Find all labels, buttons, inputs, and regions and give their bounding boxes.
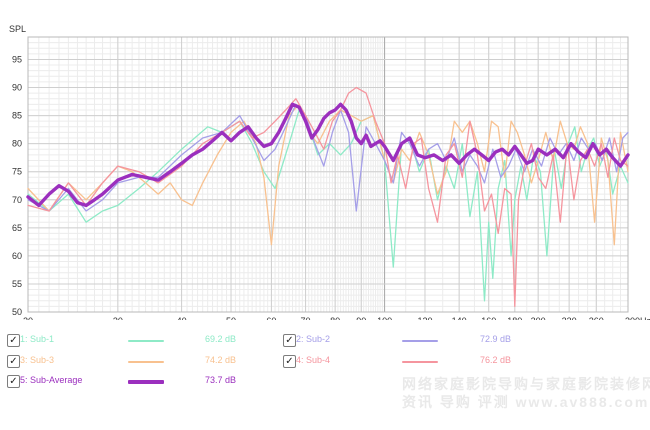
x-tick-label: 90 (356, 316, 366, 320)
legend-name-sub4: 4: Sub-4 (296, 355, 331, 365)
spl-frequency-chart: 50 55 60 65 70 75 80 85 90 95 20 30 40 50 60 70 80 90 100… (9, 24, 650, 320)
legend-name-sub1: 1: Sub-1 (20, 334, 55, 344)
x-tick-label: 140 (452, 316, 467, 320)
x-tick-label: 200 (531, 316, 546, 320)
watermark-line-1: 网络家庭影院导购与家庭影院装修网 (402, 376, 650, 392)
series-line-sub2 (27, 103, 629, 212)
legend-name-sub2: 2: Sub-2 (296, 334, 331, 344)
y-tick-label: 75 (12, 167, 22, 177)
y-tick-label: 95 (12, 54, 22, 64)
legend-checkbox-sub1[interactable]: ✓ (7, 334, 20, 347)
x-tick-label: 260 (589, 316, 604, 320)
y-tick-label: 50 (12, 307, 22, 317)
y-tick-label: 85 (12, 111, 22, 121)
legend-item-sub4: ✓ 4: Sub-4 76.2 dB (0, 354, 650, 370)
legend-swatch-sub2 (402, 340, 438, 342)
legend-level-sub3: 74.2 dB (205, 355, 237, 365)
x-tick-label: 230 (562, 316, 577, 320)
series-layer (26, 86, 630, 308)
y-axis-label: SPL (9, 24, 26, 34)
plot-frame (27, 36, 629, 313)
watermark-line-2: 资讯 导购 评测 www.av888.com (402, 394, 650, 410)
x-tick-label: 120 (417, 316, 432, 320)
x-tick-label: 50 (226, 316, 236, 320)
legend-item-avg: ✓ 5: Sub-Average 73.7 dB (0, 374, 650, 390)
legend-checkbox-avg[interactable]: ✓ (7, 375, 20, 388)
y-tick-label: 55 (12, 279, 22, 289)
legend-level-avg: 73.7 dB (205, 375, 237, 385)
x-tick-label: 160 (481, 316, 496, 320)
legend-name-avg: 5: Sub-Average (20, 375, 83, 385)
y-tick-labels: 50 55 60 65 70 75 80 85 90 95 (12, 54, 22, 317)
legend-checkbox-sub2[interactable]: ✓ (283, 334, 296, 347)
y-tick-label: 80 (12, 139, 22, 149)
x-tick-label: 20 (23, 316, 33, 320)
legend-level-sub2: 72.9 dB (480, 334, 512, 344)
x-tick-label: 30 (113, 316, 123, 320)
x-tick-label: 70 (301, 316, 311, 320)
legend-swatch-sub1 (128, 340, 164, 342)
x-tick-labels: 20 30 40 50 60 70 80 90 100 120 140 160 180 200 230 260… (23, 316, 650, 320)
x-tick-label: 300Hz (625, 316, 650, 320)
y-tick-label: 65 (12, 223, 22, 233)
x-tick-label: 40 (177, 316, 187, 320)
legend-checkbox-sub3[interactable]: ✓ (7, 355, 20, 368)
x-tick-label: 80 (330, 316, 340, 320)
legend-swatch-avg (128, 380, 164, 384)
legend-swatch-sub3 (128, 361, 164, 363)
legend-checkbox-sub4[interactable]: ✓ (283, 355, 296, 368)
series-line-avg (26, 102, 630, 208)
legend-item-sub1: ✓ 1: Sub-1 69.2 dB (0, 333, 650, 349)
legend-item-sub3: ✓ 3: Sub-3 74.2 dB (0, 354, 650, 370)
x-tick-label: 100 (377, 316, 392, 320)
series-line-sub3 (27, 103, 629, 246)
legend-name-sub3: 3: Sub-3 (20, 355, 55, 365)
y-tick-label: 70 (12, 195, 22, 205)
legend-item-sub2: ✓ 2: Sub-2 72.9 dB (0, 333, 650, 349)
y-tick-label: 90 (12, 83, 22, 93)
x-tick-label: 60 (266, 316, 276, 320)
legend-level-sub1: 69.2 dB (205, 334, 237, 344)
legend-level-sub4: 76.2 dB (480, 355, 512, 365)
series-line-sub4 (27, 86, 629, 308)
y-tick-label: 60 (12, 251, 22, 261)
legend-swatch-sub4 (402, 361, 438, 363)
x-tick-label: 180 (507, 316, 522, 320)
